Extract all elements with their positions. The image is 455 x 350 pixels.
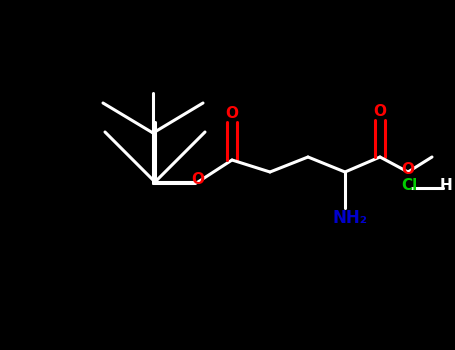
Text: O: O	[192, 173, 204, 188]
Text: H: H	[440, 178, 452, 194]
Text: Cl: Cl	[401, 178, 417, 194]
Text: O: O	[401, 162, 415, 177]
Text: O: O	[226, 106, 238, 121]
Text: NH₂: NH₂	[333, 209, 368, 227]
Text: O: O	[374, 105, 386, 119]
